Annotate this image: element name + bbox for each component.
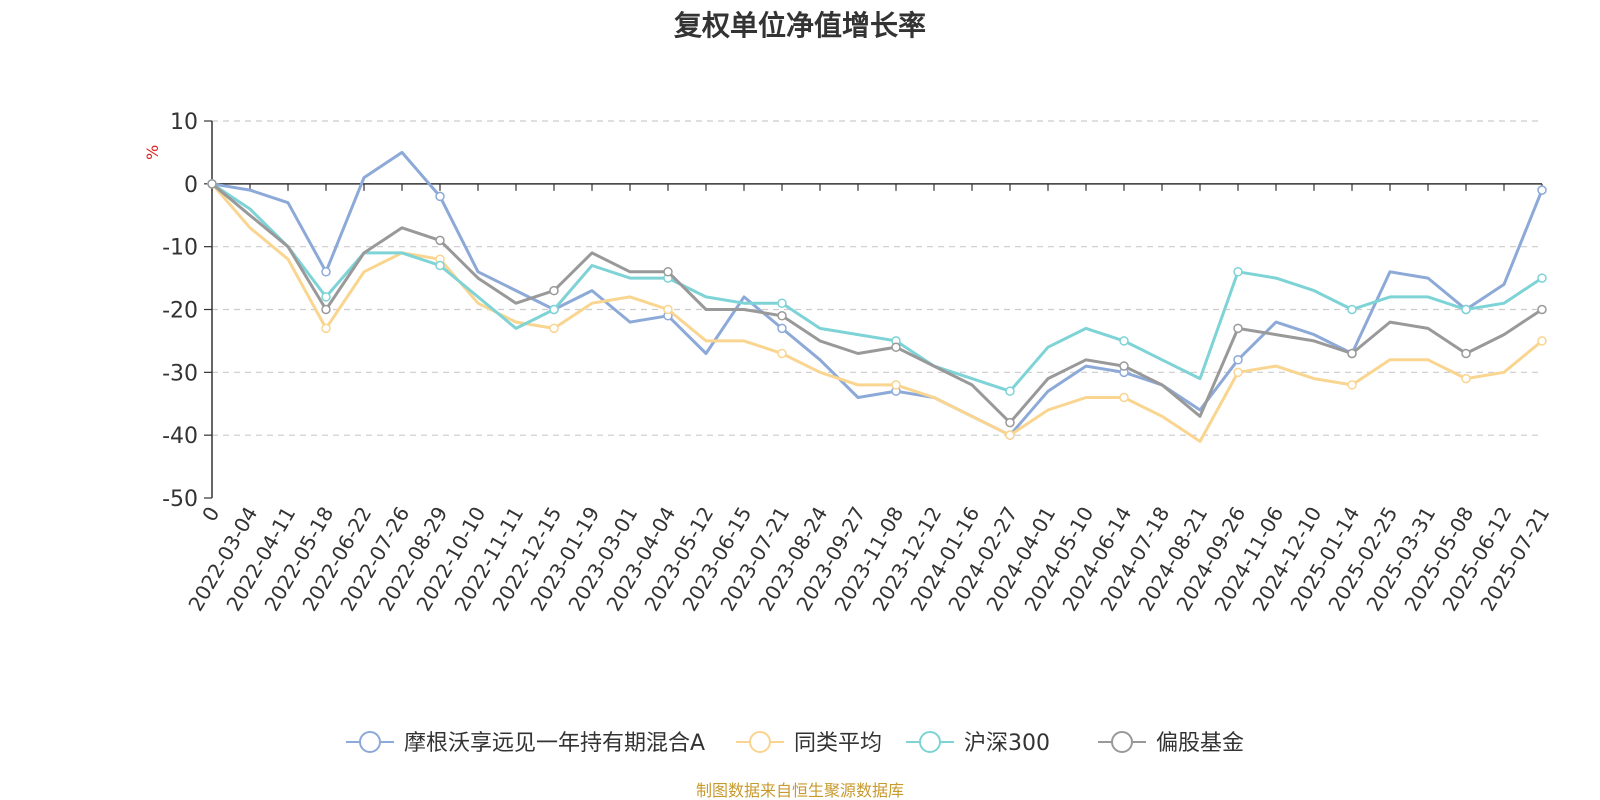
data-point: [1233, 355, 1243, 365]
data-point: [663, 304, 673, 315]
series-lines: [207, 150, 1547, 443]
data-point: [1005, 386, 1015, 396]
legend-item[interactable]: 摩根沃享远见一年持有期混合A: [346, 731, 705, 756]
data-point: [321, 304, 331, 315]
x-tick-label: 0: [197, 503, 224, 526]
data-point: [1537, 185, 1547, 195]
data-point: [1119, 336, 1129, 346]
source-note: 制图数据来自恒生聚源数据库: [695, 781, 904, 800]
series-line: [211, 182, 1543, 425]
data-point: [1461, 373, 1471, 384]
data-point: [549, 323, 559, 334]
data-point: [1347, 380, 1357, 390]
legend-label: 同类平均: [794, 731, 882, 756]
series-line: [211, 150, 1544, 437]
data-point: [321, 323, 331, 334]
gridlines: [212, 120, 1542, 436]
legend-label: 偏股基金: [1156, 731, 1244, 756]
data-point: [777, 298, 787, 308]
data-point: [891, 380, 901, 390]
data-point: [1233, 367, 1243, 378]
legend-item[interactable]: 同类平均: [736, 731, 882, 756]
data-point: [1537, 273, 1547, 283]
legend-label: 沪深300: [964, 731, 1050, 756]
data-point: [777, 323, 787, 334]
data-point: [1537, 304, 1547, 315]
y-tick-label: 10: [170, 110, 198, 135]
legend-marker: [359, 731, 381, 753]
data-point: [1461, 304, 1471, 315]
data-point: [435, 235, 445, 246]
legend-item[interactable]: 偏股基金: [1098, 731, 1244, 756]
data-point: [1347, 304, 1357, 315]
data-point: [321, 267, 331, 277]
data-point: [435, 260, 445, 271]
data-point: [777, 348, 787, 359]
data-point: [1119, 361, 1129, 371]
data-point: [891, 342, 901, 352]
data-point: [1005, 417, 1015, 428]
data-point: [1233, 323, 1243, 334]
data-point: [1005, 430, 1015, 440]
series-line: [210, 182, 1543, 443]
data-point: [1537, 336, 1547, 346]
series-line: [211, 182, 1543, 393]
data-point: [1233, 267, 1243, 277]
y-tick-label: 0: [184, 173, 198, 198]
legend-label: 摩根沃享远见一年持有期混合A: [404, 731, 705, 756]
data-point: [663, 267, 673, 277]
data-point: [207, 179, 217, 189]
data-point: [1461, 348, 1471, 359]
data-point: [777, 311, 787, 321]
data-point: [321, 292, 331, 302]
data-point: [1119, 392, 1129, 403]
y-tick-label: -20: [162, 299, 198, 324]
data-point: [549, 304, 559, 315]
y-tick-label: -30: [162, 361, 198, 386]
y-tick-label: -50: [162, 487, 198, 512]
legend[interactable]: 摩根沃享远见一年持有期混合A 同类平均 沪深300 偏股基金: [346, 731, 1244, 756]
data-point: [1347, 348, 1357, 359]
data-point: [549, 285, 559, 296]
legend-item[interactable]: 沪深300: [906, 731, 1050, 756]
y-tick-label: -10: [162, 236, 198, 261]
chart-title: 复权单位净值增长率: [673, 9, 926, 42]
legend-marker: [1111, 731, 1133, 753]
legend-marker: [749, 731, 771, 753]
axes: 100-10-20-30-40-50%02022-03-042022-04-11…: [143, 110, 1554, 615]
data-point: [435, 191, 445, 202]
y-axis-label: %: [143, 145, 162, 160]
y-tick-label: -40: [162, 424, 198, 449]
legend-marker: [919, 731, 941, 753]
